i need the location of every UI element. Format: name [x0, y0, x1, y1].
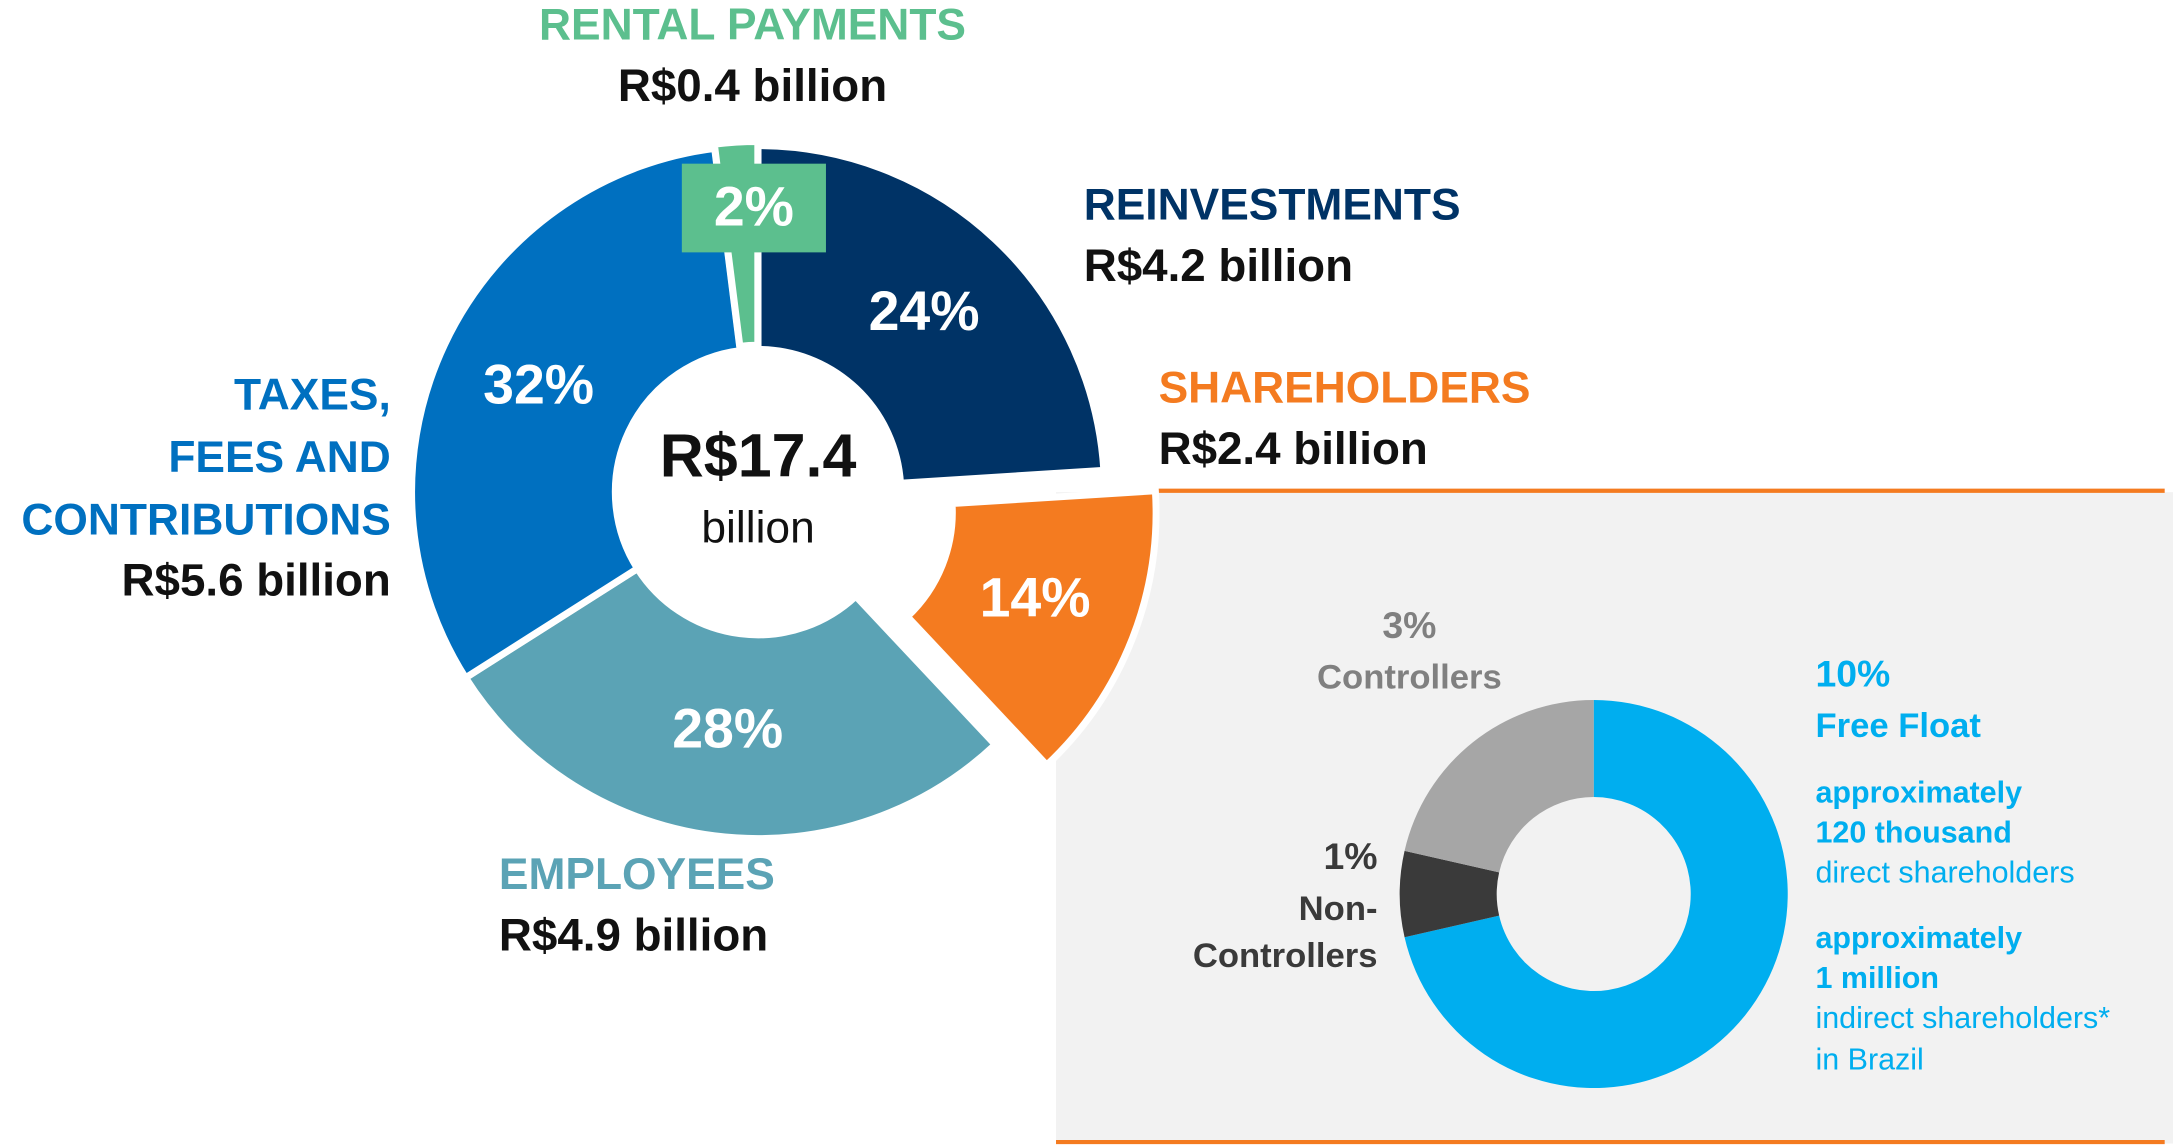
- value-label-box: [681, 163, 826, 253]
- value-label: 14%: [980, 566, 1091, 628]
- donut-segment: [460, 563, 1001, 843]
- note-text: in Brazil: [1815, 1043, 1923, 1077]
- amount-label: R$4.2 billion: [1084, 240, 1353, 291]
- category-label: REINVESTMENTS: [1084, 181, 1461, 230]
- center-unit: billion: [701, 504, 814, 553]
- center-value: R$17.4: [660, 421, 857, 489]
- donut-segment: [1399, 850, 1500, 938]
- donut-segment: [1404, 699, 1788, 1089]
- donut-segment: [754, 142, 1108, 487]
- note-bold: approximately: [1815, 775, 2022, 809]
- category-label: Controllers: [1317, 658, 1502, 696]
- donut-segment: [1404, 699, 1594, 873]
- category-label: EMPLOYEES: [499, 850, 775, 899]
- value-label: 2%: [714, 175, 794, 237]
- note-text: indirect shareholders*: [1815, 1001, 2110, 1035]
- note-bold: 1 million: [1815, 961, 1939, 995]
- value-label: 1%: [1323, 835, 1377, 877]
- category-label: RENTAL PAYMENTS: [539, 1, 966, 50]
- amount-label: R$4.9 billion: [499, 909, 768, 960]
- note-bold: 120 thousand: [1815, 815, 2011, 849]
- value-label: 3%: [1382, 604, 1436, 646]
- note-text: direct shareholders: [1815, 856, 2074, 890]
- category-label: Free Float: [1815, 707, 1981, 745]
- amount-label: R$2.4 billion: [1159, 423, 1428, 474]
- value-label: 24%: [869, 280, 980, 342]
- category-label: TAXES,: [234, 371, 391, 420]
- value-label: 32%: [483, 354, 594, 416]
- category-label: Controllers: [1193, 937, 1378, 975]
- category-label: FEES AND: [168, 433, 390, 482]
- donut-segment: [902, 487, 1160, 770]
- category-label: Non-: [1299, 890, 1378, 928]
- category-label: SHAREHOLDERS: [1159, 364, 1531, 413]
- value-label: 28%: [672, 697, 783, 759]
- donut-segment: [408, 144, 745, 683]
- amount-label: R$0.4 billion: [618, 60, 887, 111]
- note-bold: approximately: [1815, 921, 2022, 955]
- amount-label: R$5.6 billion: [122, 555, 391, 606]
- value-label: 10%: [1815, 652, 1890, 694]
- category-label: CONTRIBUTIONS: [21, 495, 390, 544]
